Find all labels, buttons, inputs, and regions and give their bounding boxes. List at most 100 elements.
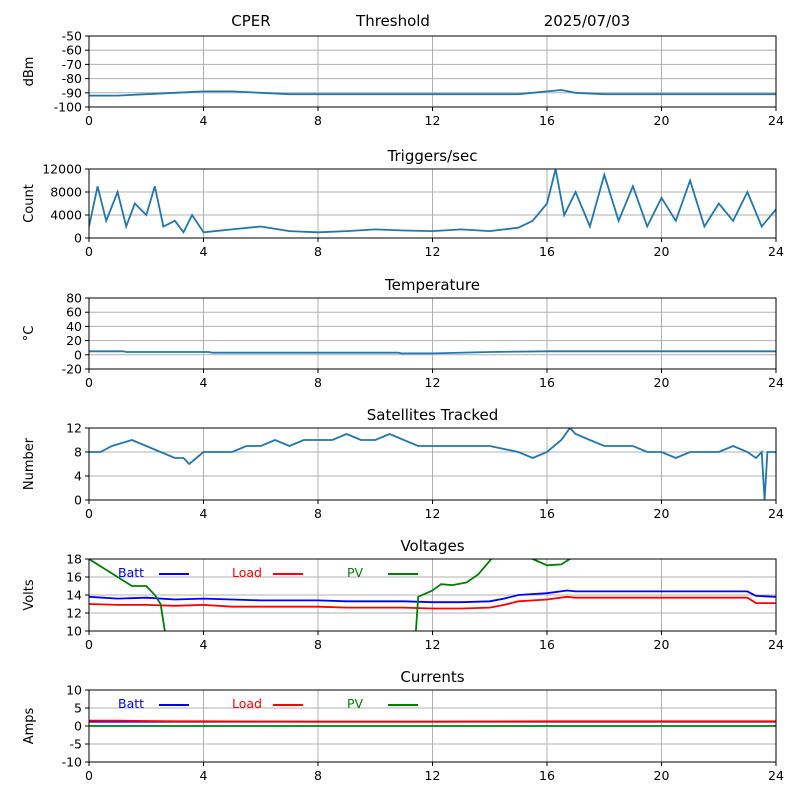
y-tick-label: 5 xyxy=(74,701,82,716)
y-tick-label: 12 xyxy=(66,421,82,436)
y-tick-label: 20 xyxy=(66,333,82,348)
legend-label-batt: Batt xyxy=(118,696,144,711)
y-axis-label: dBm xyxy=(22,57,37,87)
x-tick-label: 4 xyxy=(200,113,208,128)
x-tick-label: 8 xyxy=(314,113,322,128)
y-tick-label: 4 xyxy=(74,469,82,484)
series-line-main xyxy=(89,169,776,235)
x-tick-label: 24 xyxy=(768,375,784,390)
y-axis-label: °C xyxy=(22,326,37,342)
legend-label-pv: PV xyxy=(347,565,364,580)
y-tick-label: 16 xyxy=(66,570,82,585)
plot-frame xyxy=(88,558,777,632)
x-tick-label: 16 xyxy=(539,506,555,521)
x-tick-label: 24 xyxy=(768,768,784,783)
y-tick-label: 4000 xyxy=(50,208,82,223)
x-tick-label: 8 xyxy=(314,506,322,521)
y-axis-label: Amps xyxy=(22,707,37,744)
x-tick-label: 8 xyxy=(314,637,322,652)
x-tick-label: 12 xyxy=(425,244,441,259)
x-tick-label: 12 xyxy=(425,637,441,652)
header-mode: Threshold xyxy=(355,12,430,30)
series-line-load xyxy=(89,595,776,610)
y-tick-label: 0 xyxy=(74,719,82,734)
y-tick-label: 0 xyxy=(74,231,82,246)
x-tick-label: 20 xyxy=(654,637,670,652)
x-tick-label: 0 xyxy=(85,768,93,783)
y-tick-label: -20 xyxy=(62,362,82,377)
y-tick-label: 8 xyxy=(74,445,82,460)
x-tick-label: 24 xyxy=(768,506,784,521)
x-tick-label: 20 xyxy=(654,768,670,783)
plot-frame xyxy=(88,168,777,239)
chart-title: Temperature xyxy=(384,276,480,294)
y-tick-label: -10 xyxy=(62,755,82,770)
y-tick-label: 80 xyxy=(66,291,82,306)
chart-panel-1: 0 4 8 12 16 20 24 12000 8000 4000 0 Triggers/sec Cou… xyxy=(22,147,784,259)
chart-title: Triggers/sec xyxy=(387,147,478,165)
chart-panel-3: 0 4 8 12 16 20 24 12 8 4 0 Satellites Tracked Number xyxy=(22,406,784,521)
plot-frame xyxy=(88,35,777,108)
x-tick-label: 0 xyxy=(85,637,93,652)
x-tick-label: 16 xyxy=(539,375,555,390)
y-axis-label: Number xyxy=(22,437,37,490)
x-tick-label: 16 xyxy=(539,768,555,783)
x-tick-label: 16 xyxy=(539,113,555,128)
chart-title: Satellites Tracked xyxy=(367,406,498,424)
y-tick-label: 40 xyxy=(66,319,82,334)
y-tick-label: 10 xyxy=(66,624,82,639)
x-tick-label: 12 xyxy=(425,506,441,521)
x-tick-label: 20 xyxy=(654,506,670,521)
legend-label-pv: PV xyxy=(347,696,364,711)
series-line-batt xyxy=(89,589,776,604)
y-axis-label: Count xyxy=(22,184,37,223)
x-tick-label: 4 xyxy=(200,768,208,783)
x-tick-label: 12 xyxy=(425,375,441,390)
y-tick-label: -70 xyxy=(62,57,82,72)
x-tick-label: 24 xyxy=(768,113,784,128)
series-line-load xyxy=(89,719,776,723)
y-tick-label: 0 xyxy=(74,347,82,362)
header-date: 2025/07/03 xyxy=(544,12,630,30)
series-line-main xyxy=(89,350,776,355)
y-tick-label: 14 xyxy=(66,588,82,603)
legend-label-load: Load xyxy=(232,696,262,711)
chart-panel-0: 0 4 8 12 16 20 24 -50-60-70-80-90-100 dBm xyxy=(22,29,784,129)
series-line-pv xyxy=(89,559,573,631)
series-line-main xyxy=(89,89,776,97)
x-tick-label: 20 xyxy=(654,244,670,259)
y-tick-label: 8000 xyxy=(50,185,82,200)
chart-panel-4: 0 4 8 12 16 20 24 18 16 14 12 10 Voltages Volts Batt Lo… xyxy=(22,537,784,652)
x-tick-label: 24 xyxy=(768,637,784,652)
series-line-main xyxy=(89,428,776,500)
y-tick-label: 0 xyxy=(74,493,82,508)
y-tick-label: -60 xyxy=(62,43,82,58)
legend-label-load: Load xyxy=(232,565,262,580)
x-tick-label: 16 xyxy=(539,637,555,652)
plot-frame xyxy=(88,689,777,763)
y-tick-label: -90 xyxy=(62,85,82,100)
y-tick-label: 12 xyxy=(66,606,82,621)
x-tick-label: 8 xyxy=(314,768,322,783)
plot-frame xyxy=(88,297,777,370)
x-tick-label: 12 xyxy=(425,768,441,783)
y-tick-label: 10 xyxy=(66,683,82,698)
x-tick-label: 12 xyxy=(425,113,441,128)
x-tick-label: 0 xyxy=(85,244,93,259)
y-tick-label: 60 xyxy=(66,305,82,320)
x-tick-label: 4 xyxy=(200,506,208,521)
chart-title: Voltages xyxy=(400,537,464,555)
y-tick-label: -100 xyxy=(54,100,82,115)
x-tick-label: 8 xyxy=(314,244,322,259)
y-tick-label: -80 xyxy=(62,71,82,86)
x-tick-label: 24 xyxy=(768,244,784,259)
y-tick-label: -5 xyxy=(70,737,82,752)
x-tick-label: 4 xyxy=(200,375,208,390)
y-tick-label: -50 xyxy=(62,29,82,44)
y-axis-label: Volts xyxy=(22,579,37,611)
x-tick-label: 20 xyxy=(654,113,670,128)
y-tick-label: 12000 xyxy=(42,162,82,177)
chart-title: Currents xyxy=(400,668,464,686)
x-tick-label: 8 xyxy=(314,375,322,390)
